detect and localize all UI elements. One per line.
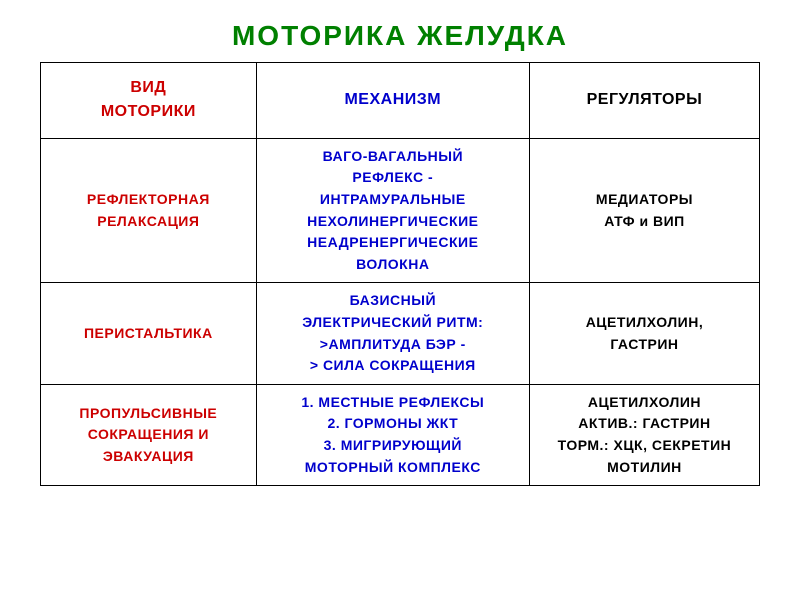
cell-line: 1. МЕСТНЫЕ РЕФЛЕКСЫ bbox=[301, 393, 484, 413]
cell-line: ПЕРИСТАЛЬТИКА bbox=[84, 324, 213, 344]
page-title: МОТОРИКА ЖЕЛУДКА bbox=[40, 20, 760, 52]
cell-line: ЭЛЕКТРИЧЕСКИЙ РИТМ: bbox=[302, 313, 483, 333]
cell-line: 3. МИГРИРУЮЩИЙ bbox=[324, 436, 462, 456]
cell-line: АКТИВ.: ГАСТРИН bbox=[578, 414, 710, 434]
cell-line: ИНТРАМУРАЛЬНЫЕ bbox=[320, 190, 466, 210]
cell-line: МЕДИАТОРЫ bbox=[596, 190, 693, 210]
header-cell-mechanism: МЕХАНИЗМ bbox=[256, 63, 529, 139]
cell-mechanism: 1. МЕСТНЫЕ РЕФЛЕКСЫ 2. ГОРМОНЫ ЖКТ 3. МИ… bbox=[256, 384, 529, 485]
cell-mechanism: ВАГО-ВАГАЛЬНЫЙ РЕФЛЕКС - ИНТРАМУРАЛЬНЫЕ … bbox=[256, 138, 529, 283]
cell-mechanism: БАЗИСНЫЙ ЭЛЕКТРИЧЕСКИЙ РИТМ: >АМПЛИТУДА … bbox=[256, 283, 529, 384]
header-type-line1: ВИД bbox=[130, 77, 166, 99]
cell-line: >АМПЛИТУДА БЭР - bbox=[320, 335, 466, 355]
cell-line: МОТИЛИН bbox=[607, 458, 682, 478]
cell-line: ПРОПУЛЬСИВНЫЕ bbox=[79, 404, 217, 424]
table-row: РЕФЛЕКТОРНАЯ РЕЛАКСАЦИЯ ВАГО-ВАГАЛЬНЫЙ Р… bbox=[41, 138, 760, 283]
cell-line: РЕФЛЕКС - bbox=[352, 168, 433, 188]
table-row: ПРОПУЛЬСИВНЫЕ СОКРАЩЕНИЯ И ЭВАКУАЦИЯ 1. … bbox=[41, 384, 760, 485]
cell-type: ПРОПУЛЬСИВНЫЕ СОКРАЩЕНИЯ И ЭВАКУАЦИЯ bbox=[41, 384, 257, 485]
cell-line: 2. ГОРМОНЫ ЖКТ bbox=[327, 414, 458, 434]
header-cell-regulators: РЕГУЛЯТОРЫ bbox=[529, 63, 759, 139]
cell-line: СОКРАЩЕНИЯ И bbox=[88, 425, 209, 445]
table-header-row: ВИД МОТОРИКИ МЕХАНИЗМ РЕГУЛЯТОРЫ bbox=[41, 63, 760, 139]
cell-line: МОТОРНЫЙ КОМПЛЕКС bbox=[305, 458, 481, 478]
cell-type: РЕФЛЕКТОРНАЯ РЕЛАКСАЦИЯ bbox=[41, 138, 257, 283]
table-row: ПЕРИСТАЛЬТИКА БАЗИСНЫЙ ЭЛЕКТРИЧЕСКИЙ РИТ… bbox=[41, 283, 760, 384]
cell-line: НЕАДРЕНЕРГИЧЕСКИЕ bbox=[307, 233, 478, 253]
cell-line: НЕХОЛИНЕРГИЧЕСКИЕ bbox=[307, 212, 478, 232]
motility-table: ВИД МОТОРИКИ МЕХАНИЗМ РЕГУЛЯТОРЫ РЕФЛЕКТ… bbox=[40, 62, 760, 486]
cell-regulators: АЦЕТИЛХОЛИН АКТИВ.: ГАСТРИН ТОРМ.: ХЦК, … bbox=[529, 384, 759, 485]
header-type-line2: МОТОРИКИ bbox=[101, 101, 196, 123]
cell-type: ПЕРИСТАЛЬТИКА bbox=[41, 283, 257, 384]
cell-line: > СИЛА СОКРАЩЕНИЯ bbox=[310, 356, 476, 376]
cell-line: ГАСТРИН bbox=[610, 335, 678, 355]
cell-line: ВАГО-ВАГАЛЬНЫЙ bbox=[323, 147, 463, 167]
cell-line: ВОЛОКНА bbox=[356, 255, 429, 275]
cell-line: АТФ и ВИП bbox=[604, 212, 685, 232]
header-cell-type: ВИД МОТОРИКИ bbox=[41, 63, 257, 139]
cell-line: РЕФЛЕКТОРНАЯ bbox=[87, 190, 210, 210]
cell-line: АЦЕТИЛХОЛИН, bbox=[586, 313, 704, 333]
cell-line: АЦЕТИЛХОЛИН bbox=[588, 393, 701, 413]
cell-line: ТОРМ.: ХЦК, СЕКРЕТИН bbox=[558, 436, 732, 456]
cell-line: БАЗИСНЫЙ bbox=[350, 291, 436, 311]
cell-regulators: АЦЕТИЛХОЛИН, ГАСТРИН bbox=[529, 283, 759, 384]
cell-line: ЭВАКУАЦИЯ bbox=[103, 447, 194, 467]
cell-line: РЕЛАКСАЦИЯ bbox=[97, 212, 199, 232]
cell-regulators: МЕДИАТОРЫ АТФ и ВИП bbox=[529, 138, 759, 283]
